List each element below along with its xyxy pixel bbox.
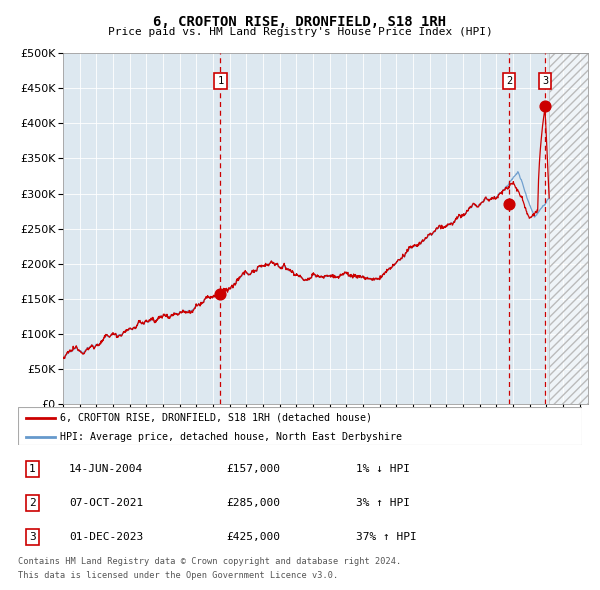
Text: Price paid vs. HM Land Registry's House Price Index (HPI): Price paid vs. HM Land Registry's House … [107, 27, 493, 37]
Text: 2: 2 [29, 498, 35, 508]
Point [504, 199, 514, 209]
Point [540, 101, 550, 110]
Text: 6, CROFTON RISE, DRONFIELD, S18 1RH: 6, CROFTON RISE, DRONFIELD, S18 1RH [154, 15, 446, 29]
Text: This data is licensed under the Open Government Licence v3.0.: This data is licensed under the Open Gov… [18, 571, 338, 579]
Text: 1% ↓ HPI: 1% ↓ HPI [356, 464, 410, 474]
Text: 01-DEC-2023: 01-DEC-2023 [69, 532, 143, 542]
Text: £157,000: £157,000 [227, 464, 281, 474]
Text: 14-JUN-2004: 14-JUN-2004 [69, 464, 143, 474]
Text: HPI: Average price, detached house, North East Derbyshire: HPI: Average price, detached house, Nort… [60, 432, 403, 442]
Text: 1: 1 [29, 464, 35, 474]
Point [215, 289, 225, 299]
FancyBboxPatch shape [18, 407, 582, 445]
Text: Contains HM Land Registry data © Crown copyright and database right 2024.: Contains HM Land Registry data © Crown c… [18, 557, 401, 566]
Text: 1: 1 [217, 76, 224, 86]
Text: £285,000: £285,000 [227, 498, 281, 508]
Text: £425,000: £425,000 [227, 532, 281, 542]
Text: 2: 2 [506, 76, 512, 86]
Text: 3: 3 [29, 532, 35, 542]
Text: 3% ↑ HPI: 3% ↑ HPI [356, 498, 410, 508]
Text: 6, CROFTON RISE, DRONFIELD, S18 1RH (detached house): 6, CROFTON RISE, DRONFIELD, S18 1RH (det… [60, 413, 372, 423]
Text: 37% ↑ HPI: 37% ↑ HPI [356, 532, 417, 542]
Text: 3: 3 [542, 76, 548, 86]
Text: 07-OCT-2021: 07-OCT-2021 [69, 498, 143, 508]
